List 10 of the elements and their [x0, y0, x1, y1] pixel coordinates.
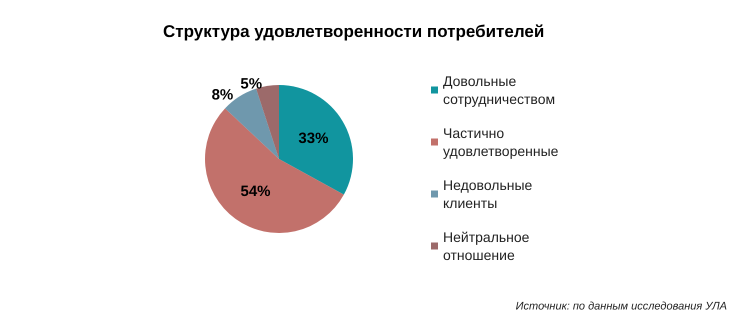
- data-label: 33%: [298, 130, 328, 148]
- data-label: 54%: [240, 182, 271, 200]
- data-label: 8%: [212, 86, 234, 104]
- legend-label: Частично удовлетворенные: [443, 125, 559, 159]
- text: Источник: по данным исследования УЛА: [516, 300, 727, 312]
- data-label: 5%: [240, 75, 262, 92]
- legend-label: Нейтральное отношение: [443, 229, 530, 263]
- legend-label: Недовольные клиенты: [443, 177, 533, 211]
- chart-title: Структура удовлетворенности потребителей: [163, 22, 544, 41]
- legend-label: Довольные сотрудничеством: [443, 73, 556, 107]
